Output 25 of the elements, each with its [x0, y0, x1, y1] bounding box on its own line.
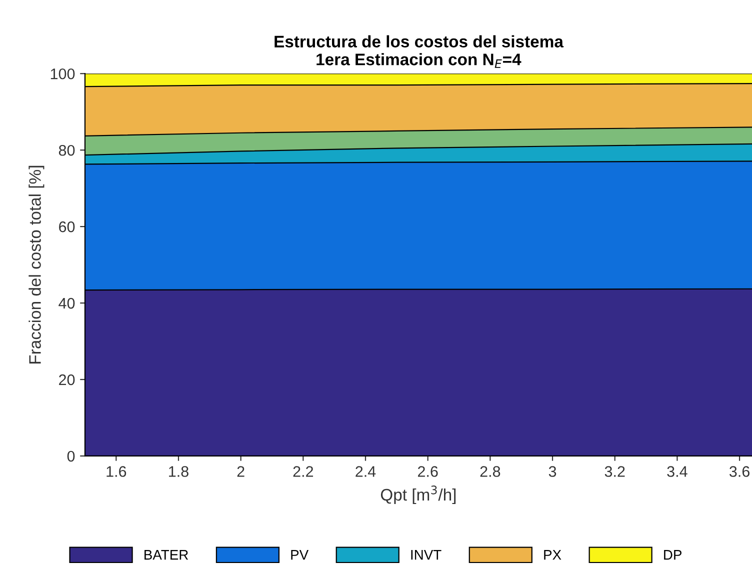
x-tick-label: 2.8 — [480, 466, 500, 477]
y-tick-label: 0 — [67, 450, 75, 462]
x-tick-label: 1.8 — [169, 466, 188, 477]
x-tick-label: 2.6 — [418, 466, 438, 477]
legend-label: INVT — [411, 550, 442, 560]
x-tick-label: 3.6 — [729, 466, 750, 477]
legend-label: BATER — [144, 550, 188, 560]
x-tick-label: 2 — [237, 466, 244, 477]
y-tick-label: 20 — [59, 374, 75, 386]
y-tick-label: 60 — [59, 221, 75, 232]
x-tick-label: 3.2 — [604, 466, 625, 477]
chart-title: Estructura de los costos del sistema 1era Estimacion con N$_{E}$=4 — [274, 35, 564, 68]
y-tick-label: 80 — [58, 144, 75, 156]
x-tick-label: 2.4 — [356, 466, 376, 477]
x-axis-title: Qpt [m$^{3}$/h] — [380, 485, 456, 504]
y-axis-title: Fraccion del costo total [%] — [28, 166, 44, 364]
legend-label: PX — [544, 550, 562, 560]
x-tick-label: 2.2 — [293, 466, 314, 477]
x-tick-label: 3 — [548, 466, 556, 477]
y-tick-label: 40 — [58, 298, 75, 309]
x-tick-label: 1.6 — [106, 466, 126, 477]
legend-label: PV — [291, 550, 309, 560]
x-tick-label: 3.4 — [667, 466, 688, 477]
legend-label: DP — [664, 550, 682, 560]
y-tick-label: 100 — [50, 68, 75, 80]
